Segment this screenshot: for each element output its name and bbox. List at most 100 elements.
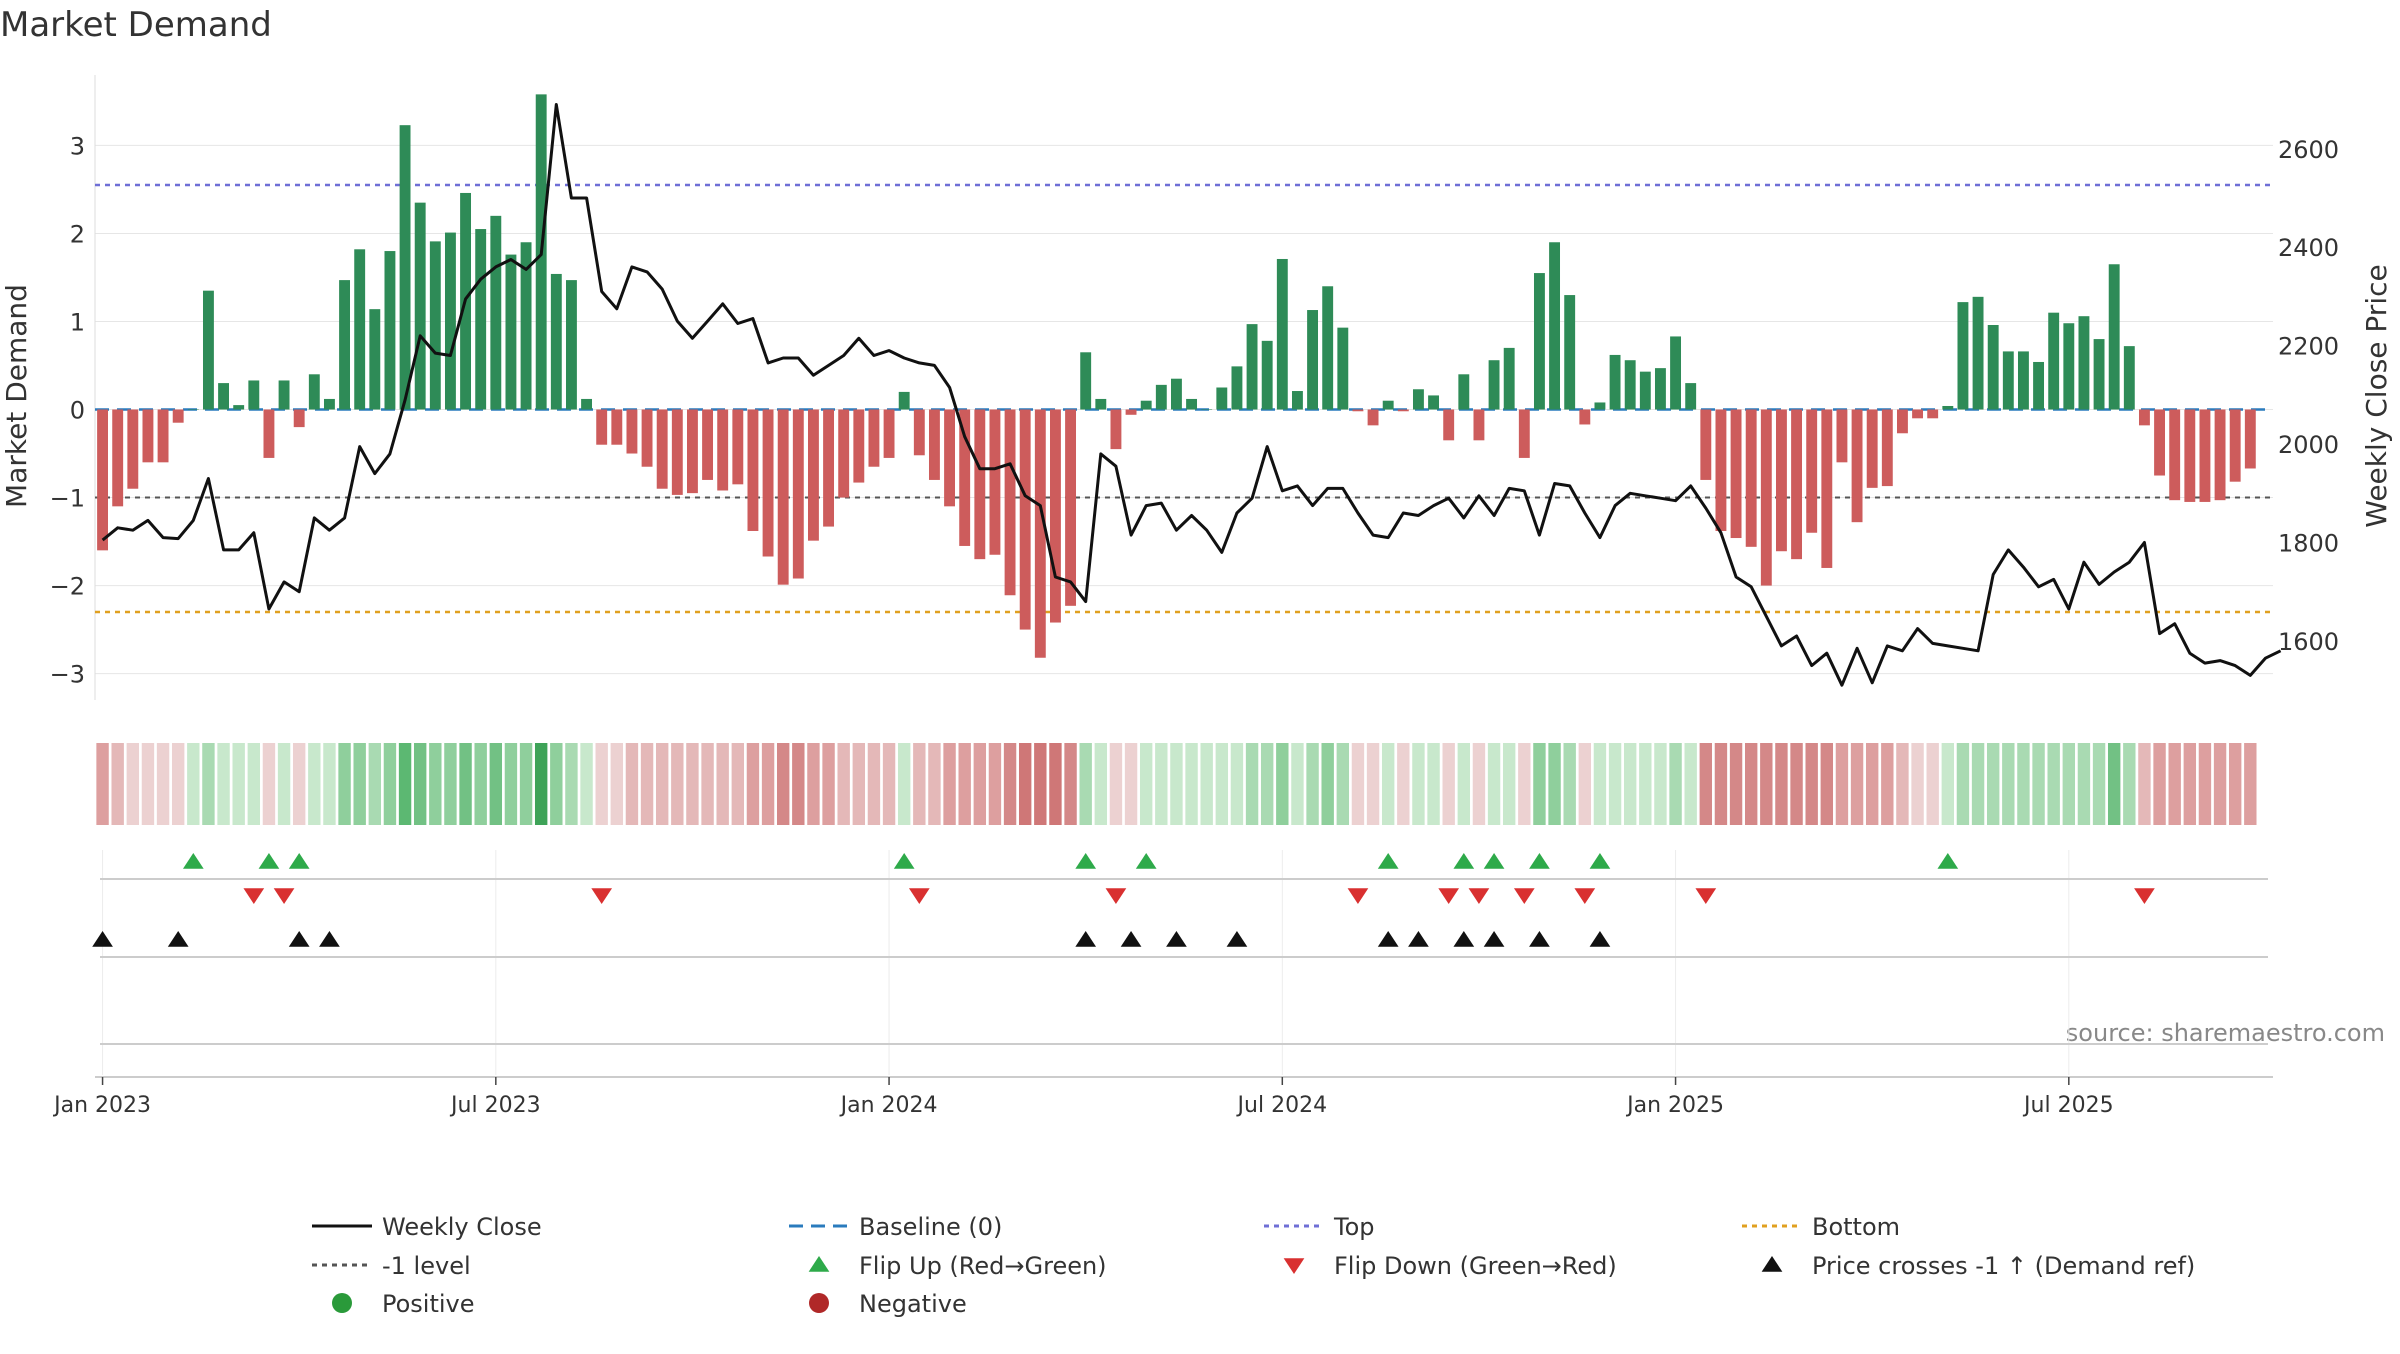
strength-cell — [323, 743, 336, 825]
strength-cell — [2198, 743, 2212, 825]
y2-tick-label: 1600 — [2278, 628, 2339, 656]
price-series — [101, 103, 2282, 687]
strength-cell — [1079, 743, 1092, 825]
strength-cell — [897, 743, 911, 825]
strength-cell — [429, 743, 442, 825]
strength-cell — [1805, 743, 1818, 825]
strength-cell — [1684, 743, 1697, 825]
price-cross-marker — [92, 931, 113, 947]
strength-cell — [1865, 743, 1879, 825]
negative-bar — [1352, 409, 1364, 412]
strength-cell — [1518, 743, 1531, 825]
strength-cell — [1699, 743, 1713, 825]
positive-bar — [1412, 389, 1424, 410]
flip-down-marker — [591, 888, 613, 904]
negative-bar — [1473, 409, 1485, 441]
strength-cell — [1533, 743, 1546, 825]
flip-up-marker — [1529, 853, 1550, 869]
strength-cell — [2183, 743, 2197, 825]
strength-cell — [822, 743, 835, 825]
flip-up-marker — [1937, 853, 1959, 869]
strength-cell — [1336, 743, 1350, 825]
positive-bar — [444, 232, 456, 410]
strength-cell — [776, 743, 790, 825]
negative-bar — [732, 409, 744, 485]
strength-cell — [444, 743, 457, 825]
negative-bar — [157, 409, 169, 463]
negative-bar — [596, 409, 608, 445]
strength-cell — [595, 743, 608, 825]
negative-bar — [2184, 409, 2196, 502]
positive-bar — [1170, 378, 1182, 410]
y-axis-ticks: 3 2 1 0 −1 −2 −3 — [50, 132, 85, 688]
strength-cell — [1003, 743, 1017, 825]
positive-bar — [1155, 384, 1167, 410]
strength-cell — [1896, 743, 1909, 825]
strength-cell — [1760, 743, 1773, 825]
strength-cell — [1729, 743, 1743, 825]
positive-bar — [2033, 361, 2045, 410]
strength-cell — [716, 743, 729, 825]
negative-bar — [1912, 409, 1924, 419]
price-cross-marker — [1120, 931, 1142, 947]
weekly-close-line — [101, 103, 2282, 687]
strength-cell — [2077, 743, 2091, 825]
flip-down-marker — [243, 888, 265, 904]
strength-cell — [292, 743, 306, 825]
strength-cell — [202, 743, 215, 825]
positive-bar — [1095, 398, 1107, 410]
x-tick-label: Jul 2025 — [2022, 1093, 2114, 1118]
strength-cell — [867, 743, 881, 825]
negative-bar — [868, 409, 880, 467]
negative-bar — [1866, 409, 1878, 488]
strength-cell — [550, 743, 563, 825]
strength-cell — [625, 743, 639, 825]
positive-bar — [1246, 324, 1258, 410]
strength-cell — [1381, 743, 1395, 825]
flip-up-marker — [182, 853, 204, 869]
strength-cell — [459, 743, 472, 825]
strength-cell — [398, 743, 412, 825]
x-tick-label: Jan 2024 — [839, 1093, 938, 1118]
positive-bar — [202, 290, 214, 410]
x-tick-label: Jul 2023 — [449, 1093, 541, 1118]
positive-bar — [1261, 340, 1273, 410]
negative-bar — [747, 409, 759, 531]
strength-cell — [262, 743, 276, 825]
price-cross-marker — [319, 931, 340, 947]
strength-cell — [1124, 743, 1138, 825]
negative-bar — [1443, 409, 1455, 441]
negative-bar — [142, 409, 154, 463]
negative-bar — [2229, 409, 2241, 482]
strength-cell — [383, 743, 397, 825]
positive-bar — [1670, 336, 1682, 410]
strength-cell — [1563, 743, 1576, 825]
strength-cell — [141, 743, 155, 825]
negative-bar — [807, 409, 819, 541]
negative-bar — [1004, 409, 1016, 596]
y2-tick-label: 2200 — [2278, 333, 2339, 361]
strength-cell — [1064, 743, 1077, 825]
strength-cell — [2107, 743, 2121, 825]
flip-up-marker — [1483, 853, 1505, 869]
negative-bar — [1745, 409, 1757, 547]
positive-bar — [369, 309, 381, 410]
strength-cell — [1835, 743, 1849, 825]
price-cross-marker — [1377, 931, 1399, 947]
strength-cell — [504, 743, 518, 825]
y-tick-label: 1 — [70, 308, 85, 336]
flip-down-marker — [1513, 888, 1535, 904]
positive-bar — [1594, 402, 1606, 410]
negative-bar — [1049, 409, 1061, 623]
positive-bar — [1503, 347, 1515, 410]
x-tick-label: Jan 2023 — [52, 1093, 151, 1118]
y2-axis-ticks: 2600 2400 2200 2000 1800 1600 — [2278, 136, 2339, 656]
legend-label: Baseline (0) — [859, 1213, 1002, 1241]
negative-bar — [974, 409, 986, 560]
strength-cell — [2092, 743, 2106, 825]
strength-cell — [1941, 743, 1955, 825]
negative-bar — [626, 409, 638, 454]
strength-cell — [2168, 743, 2181, 825]
positive-bar — [1276, 258, 1288, 410]
negative-bar — [1579, 409, 1591, 425]
